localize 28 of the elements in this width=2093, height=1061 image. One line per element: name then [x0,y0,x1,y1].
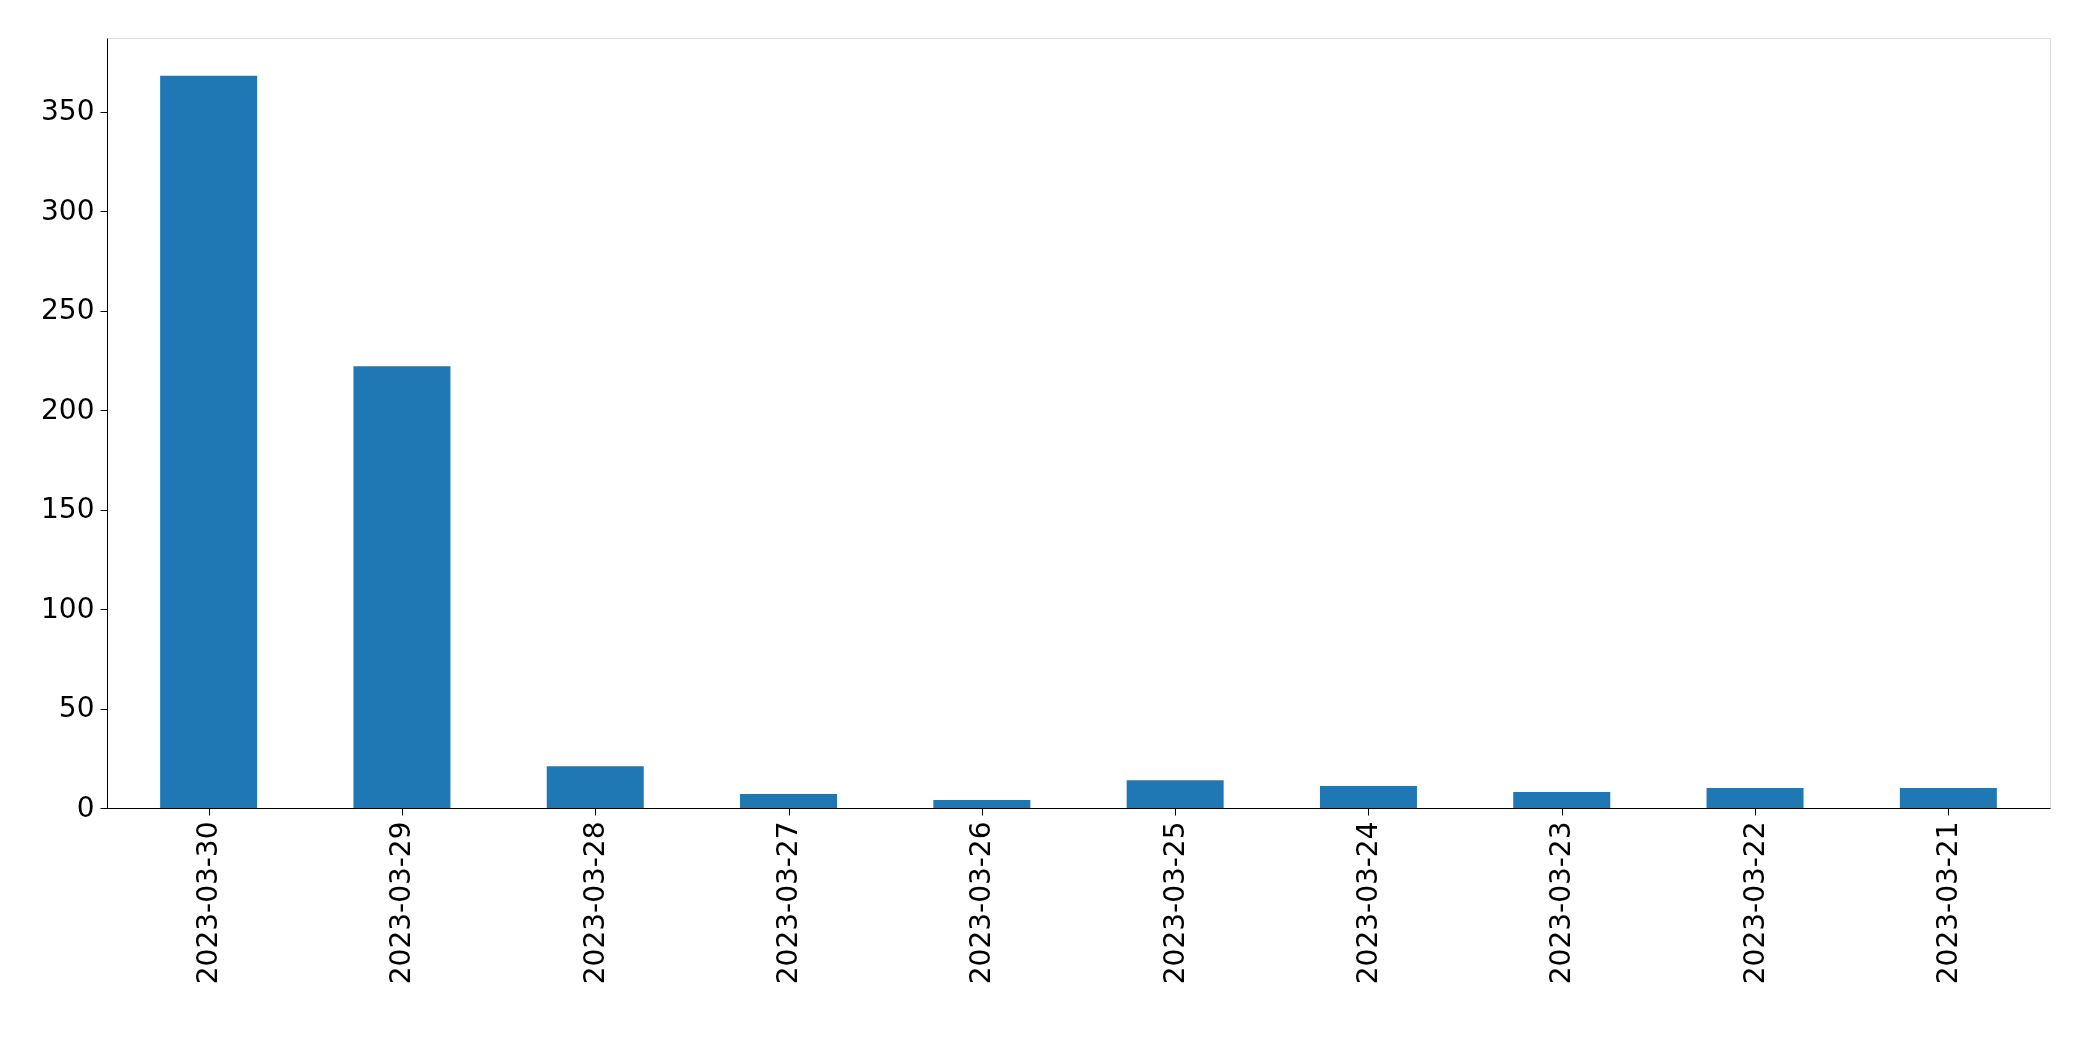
bar [160,75,258,808]
bar [1899,788,1997,808]
y-tick-label: 200 [41,392,95,426]
y-tick-label: 0 [76,790,95,824]
x-tick-label: 2023-03-21 [1930,821,1964,985]
x-tick-label: 2023-03-25 [1157,821,1191,985]
y-tick-label: 250 [41,293,95,327]
y-tick-label: 150 [41,492,95,526]
x-tick-label: 2023-03-23 [1544,821,1578,985]
bar [546,766,644,808]
y-tick-label: 50 [58,691,95,725]
bar [1319,786,1417,808]
x-tick-label: 2023-03-24 [1350,821,1384,985]
x-tick-label: 2023-03-22 [1737,821,1771,985]
x-tick-label: 2023-03-28 [577,821,611,985]
y-tick-label: 300 [41,193,95,227]
bar [353,366,451,808]
bar [933,800,1031,808]
y-tick-label: 100 [41,591,95,625]
bar [740,794,838,808]
x-tick-label: 2023-03-30 [191,821,225,985]
y-tick-label: 350 [41,94,95,128]
x-tick-label: 2023-03-26 [964,821,998,985]
x-tick-label: 2023-03-27 [771,821,805,985]
bar [1513,792,1611,808]
bar [1706,788,1804,808]
bar [1126,780,1224,808]
x-tick-label: 2023-03-29 [384,821,418,985]
